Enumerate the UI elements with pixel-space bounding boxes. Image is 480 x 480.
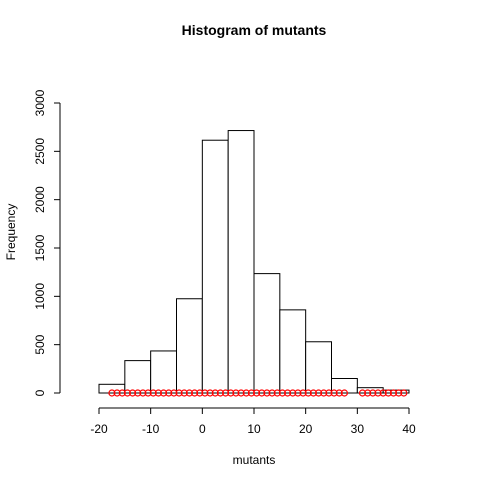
y-tick-label-1: 500	[33, 334, 47, 354]
y-axis-label: Frequency	[4, 204, 18, 261]
rug-point-29	[258, 389, 266, 397]
y-tick-label-0: 0	[33, 389, 47, 396]
rug-point-5	[134, 389, 142, 397]
rug-point-0	[108, 389, 116, 397]
rug-point-8	[149, 389, 157, 397]
rug-point-20	[211, 389, 219, 397]
histogram-bar-3	[176, 298, 203, 394]
x-tick-label-1: -10	[142, 422, 160, 436]
rug-point-17	[196, 389, 204, 397]
x-tick-label-4: 20	[299, 422, 313, 436]
histogram-bar-4	[201, 139, 229, 394]
histogram-bar-8	[305, 341, 332, 394]
rug-point-34	[283, 389, 292, 397]
rug-point-44	[335, 389, 343, 397]
histogram-bars	[98, 130, 410, 394]
rug-point-16	[190, 389, 199, 397]
rug-point-35	[289, 389, 297, 397]
rug-point-27	[247, 389, 256, 397]
rug-point-14	[180, 389, 188, 397]
histogram-bar-2	[150, 350, 178, 394]
rug-point-54	[400, 389, 408, 397]
x-axis: -20 -10 0 10 20 30 40	[90, 407, 416, 436]
rug-point-19	[206, 389, 214, 397]
histogram-bar-1	[124, 360, 152, 394]
rug-point-31	[268, 389, 276, 397]
rug-point-45	[340, 389, 349, 397]
rug-point-21	[216, 389, 225, 397]
rug-point-26	[242, 389, 250, 397]
rug-point-51	[384, 389, 392, 397]
x-tick-label-0: -20	[90, 422, 108, 436]
rug-point-33	[278, 389, 287, 397]
histogram-bar-6	[253, 273, 281, 394]
x-axis-label: mutants	[233, 453, 276, 467]
rug-point-15	[185, 389, 194, 397]
rug-point-6	[139, 389, 147, 397]
rug-point-38	[304, 389, 312, 397]
y-tick-label-5: 2500	[33, 138, 47, 165]
rug-point-49	[374, 389, 382, 397]
x-tick-label-6: 40	[402, 422, 416, 436]
rug-point-2	[118, 389, 126, 397]
y-axis: 0 500 1000 1500 2000 2500 3000	[33, 89, 61, 396]
rug-points	[108, 389, 408, 397]
rug-point-11	[165, 389, 173, 397]
rug-point-30	[263, 389, 271, 397]
rug-point-9	[154, 389, 163, 397]
rug-point-24	[232, 389, 240, 397]
rug-point-22	[221, 389, 230, 397]
x-tick-label-3: 10	[247, 422, 261, 436]
histogram-bar-0	[98, 383, 126, 394]
y-tick-label-4: 2000	[33, 186, 47, 213]
histogram-bar-9	[331, 378, 358, 394]
rug-point-13	[175, 389, 183, 397]
chart-title: Histogram of mutants	[182, 22, 327, 38]
rug-point-10	[159, 389, 168, 397]
rug-point-36	[294, 389, 302, 397]
rug-point-18	[201, 389, 209, 397]
histogram-bar-7	[279, 309, 307, 394]
rug-point-42	[325, 389, 333, 397]
rug-point-41	[320, 389, 328, 397]
rug-point-48	[369, 389, 377, 397]
rug-point-25	[237, 389, 245, 397]
x-tick-label-5: 30	[351, 422, 365, 436]
histogram-bar-5	[227, 130, 255, 394]
rug-point-23	[227, 389, 235, 397]
rug-point-53	[395, 389, 403, 397]
rug-point-47	[364, 389, 372, 397]
y-tick-label-2: 1000	[33, 283, 47, 310]
rug-point-3	[123, 389, 132, 397]
rug-point-4	[128, 389, 137, 397]
rug-point-50	[379, 389, 387, 397]
rug-point-39	[309, 389, 318, 397]
rug-point-40	[314, 389, 323, 397]
rug-point-1	[113, 389, 121, 397]
rug-point-46	[358, 389, 367, 397]
x-tick-label-2: 0	[199, 422, 206, 436]
rug-point-32	[273, 389, 281, 397]
rug-point-52	[389, 389, 398, 397]
y-tick-label-3: 1500	[33, 234, 47, 261]
rug-point-12	[170, 389, 178, 397]
rug-point-37	[299, 389, 307, 397]
rug-point-43	[330, 389, 338, 397]
y-tick-label-6: 3000	[33, 89, 47, 116]
rug-point-28	[252, 389, 261, 397]
rug-point-7	[144, 389, 152, 397]
